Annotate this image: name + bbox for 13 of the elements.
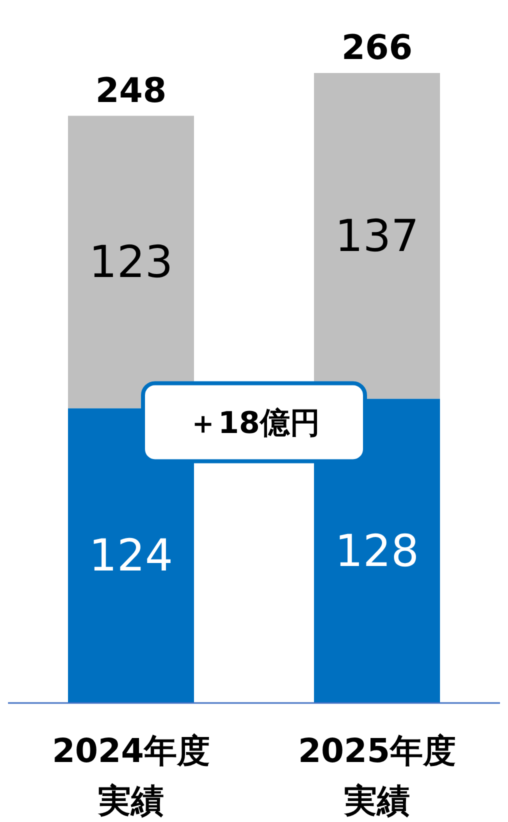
annotation: ＋18億円 [141,381,367,464]
data-label: 124 [89,530,173,582]
bar [68,408,194,703]
total-label: 266 [342,28,412,68]
x-tick-label: 2024年度実績 [52,731,210,820]
bar [68,116,194,408]
total-label: 248 [96,70,166,111]
data-label: 128 [335,526,419,577]
data-label: 137 [335,210,419,262]
annotation: ＋18億円 [188,406,320,442]
bar [314,73,440,399]
x-tick-label: 2025年度実績 [298,731,456,820]
data-label: 123 [89,237,173,288]
